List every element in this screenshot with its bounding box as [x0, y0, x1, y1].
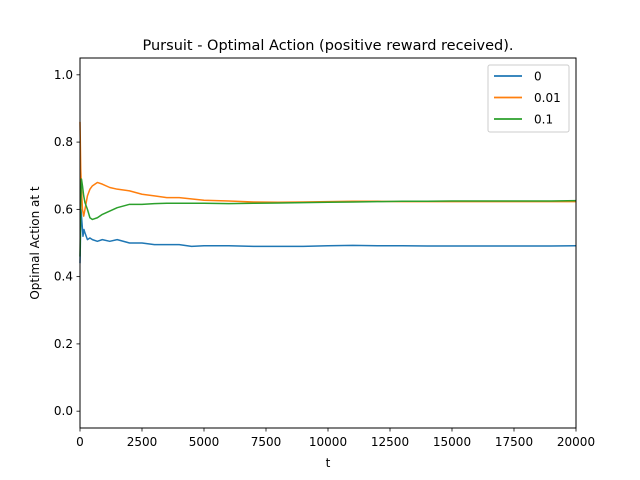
x-axis: 0 2500 5000 7500 10000 12500 15000 17500 20000	[76, 428, 595, 449]
x-tick-label: 20000	[557, 435, 595, 449]
x-tick-label: 2500	[127, 435, 158, 449]
y-tick-label: 1.0	[54, 68, 73, 82]
series-line-2	[79, 178, 577, 257]
y-tick-label: 0.2	[54, 337, 73, 351]
legend: 0 0.01 0.1	[487, 64, 570, 133]
x-tick-label: 0	[76, 435, 84, 449]
x-axis-label: t	[326, 456, 331, 470]
y-tick-label: 0.8	[54, 135, 73, 149]
x-tick-label: 5000	[189, 435, 220, 449]
legend-label-0: 0	[534, 70, 542, 84]
legend-label-2: 0.1	[534, 113, 553, 127]
y-tick-label: 0.4	[54, 270, 73, 284]
legend-label-1: 0.01	[534, 91, 561, 105]
x-tick-label: 12500	[371, 435, 409, 449]
y-tick-label: 0.6	[54, 202, 73, 216]
y-tick-label: 0.0	[54, 404, 73, 418]
series-line-0	[79, 208, 577, 264]
series-layer	[79, 121, 577, 264]
x-tick-label: 10000	[309, 435, 347, 449]
legend-entries: 0 0.01 0.1	[494, 70, 561, 127]
x-tick-label: 7500	[251, 435, 282, 449]
y-axis-label: Optimal Action at t	[28, 186, 42, 300]
x-tick-label: 15000	[433, 435, 471, 449]
chart-title: Pursuit - Optimal Action (positive rewar…	[143, 38, 514, 54]
y-axis: 0.0 0.2 0.4 0.6 0.8 1.0	[54, 68, 80, 418]
legend-box	[487, 64, 570, 133]
x-tick-label: 17500	[495, 435, 533, 449]
